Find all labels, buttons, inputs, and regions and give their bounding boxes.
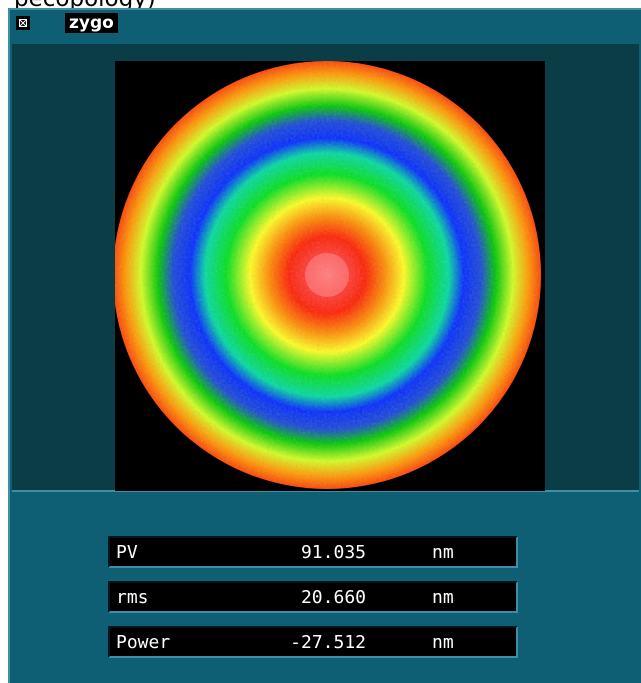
metric-label: Power <box>116 632 171 653</box>
metric-row-power: Power -27.512 nm <box>108 626 518 658</box>
metric-value: -27.512 <box>290 632 366 653</box>
metric-row-pv: PV 91.035 nm <box>108 536 518 568</box>
surface-map-panel <box>12 44 639 492</box>
window-titlebar[interactable]: zygo <box>10 10 641 40</box>
metric-value: 91.035 <box>300 542 366 563</box>
clipped-window-title: pecopology) <box>14 0 156 11</box>
zygo-result-window: zygo <box>8 8 641 683</box>
metric-unit: nm <box>432 632 454 653</box>
surface-height-map <box>115 61 545 491</box>
metric-label: PV <box>116 542 138 563</box>
surface-map-frame <box>115 61 545 491</box>
metric-label: rms <box>116 587 149 608</box>
metrics-readout: PV 91.035 nm rms 20.660 nm Power -27.512… <box>108 536 522 671</box>
metric-row-rms: rms 20.660 nm <box>108 581 518 613</box>
zygo-logo: zygo <box>65 13 118 33</box>
close-box-icon[interactable] <box>16 16 30 30</box>
metric-unit: nm <box>432 587 454 608</box>
metric-value: 20.660 <box>300 587 366 608</box>
metric-unit: nm <box>432 542 454 563</box>
